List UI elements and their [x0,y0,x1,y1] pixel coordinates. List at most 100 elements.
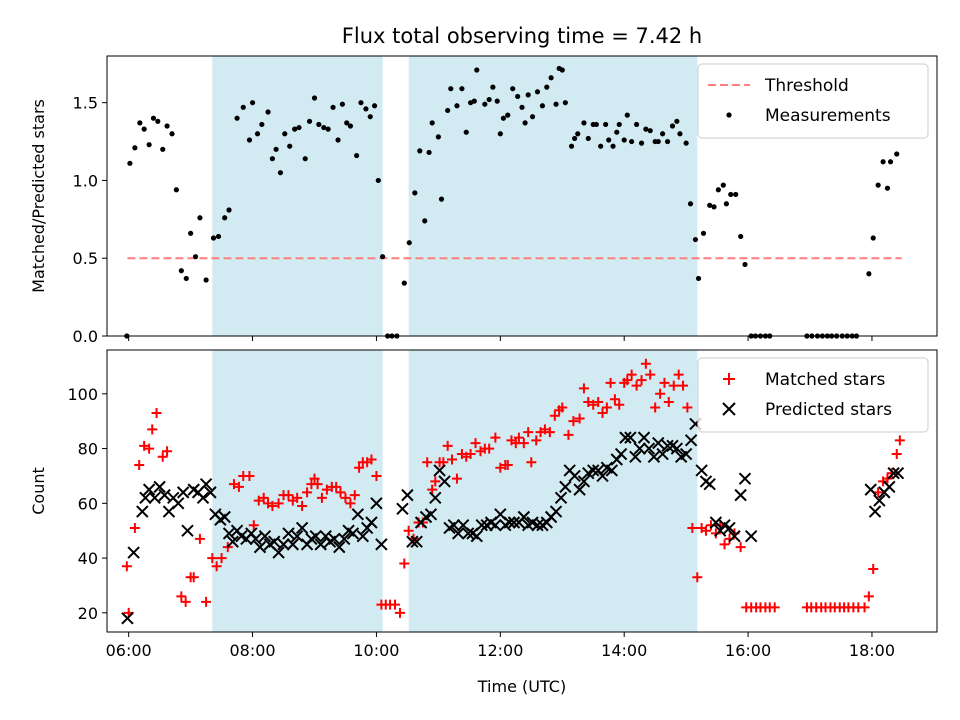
data-point [269,156,275,162]
data-point [557,402,568,413]
legend-marker-swatch [722,402,736,416]
data-point [687,201,694,207]
data-point [650,402,661,413]
data-point [234,115,240,121]
data-point [610,143,616,149]
data-point [233,481,244,492]
data-point [141,126,147,132]
data-point [661,439,674,453]
observing-window-band [408,350,698,632]
data-point [633,121,640,128]
data-point [574,413,585,424]
data-point [616,121,622,128]
data-point [645,369,656,380]
data-point [606,137,612,143]
data-point [629,450,642,463]
x-axis-label: Time (UTC) [477,677,566,696]
data-point [201,596,212,607]
data-point [309,529,322,543]
data-point [172,497,185,510]
data-point [517,510,531,524]
data-point [863,591,874,602]
data-point [624,431,637,444]
legend-box [697,63,929,139]
data-point [248,520,259,531]
data-point [875,182,881,188]
data-point [448,86,454,92]
data-point [470,438,481,449]
data-point [559,480,572,494]
data-point [181,524,194,537]
data-point [222,527,236,540]
data-point [258,492,269,503]
data-point [559,67,565,73]
data-point [363,106,369,112]
data-point [886,468,897,479]
legend-label: Threshold [764,76,849,96]
y-tick-label: 100 [67,385,98,404]
bottom-x-axis-ticks: 06:00 08:00 10:00 12:00 14:00 16:00 18:00 [106,632,895,660]
data-point [719,539,730,550]
data-point [631,380,642,391]
data-point [302,156,308,162]
data-point [394,607,405,618]
data-point [375,177,381,184]
data-point [596,469,609,483]
data-point [401,488,414,502]
data-point [153,480,166,494]
data-point [494,98,500,104]
data-point [211,561,222,572]
data-point [199,477,213,491]
data-point [652,436,665,450]
data-point [176,486,190,499]
data-point [292,126,298,132]
data-point [321,124,327,131]
data-point [636,375,647,386]
data-point [603,121,609,128]
data-point [325,126,331,132]
data-point [121,612,134,625]
data-point [549,505,563,518]
data-point [335,137,341,143]
top-plot-frame [106,55,938,337]
data-point [568,143,575,149]
data-point [614,447,628,461]
data-point [442,440,453,451]
x-tick-label: 06:00 [106,641,152,660]
data-point [500,115,507,121]
data-point [673,369,684,380]
data-point [347,123,354,129]
data-point [370,497,383,510]
data-point [486,96,492,103]
data-point [178,268,184,274]
data-point [683,140,689,146]
data-point [459,86,465,92]
top-y-axis-label: Matched/Predicted stars [29,99,48,293]
data-point [503,516,516,529]
data-point [670,442,684,455]
x-tick-label: 10:00 [353,641,399,660]
data-point [188,572,199,583]
data-point [268,535,281,548]
data-point [354,152,360,159]
data-point [622,375,633,386]
y-tick-label: 0.5 [73,249,98,268]
data-point [296,124,302,131]
data-point [562,100,568,106]
data-point [349,490,360,501]
data-point [465,449,476,460]
bottom-y-axis-ticks: 20 40 60 80 100 [67,385,107,623]
data-point [585,135,591,142]
data-point [412,190,418,196]
data-point [132,145,138,151]
data-point [354,462,365,473]
data-point [422,457,433,468]
observing-windows [212,350,698,632]
data-point [403,525,414,536]
data-point [306,118,313,124]
data-point [522,120,528,126]
data-point [226,207,232,213]
data-point [723,201,730,207]
data-point [265,109,271,115]
data-point [297,501,308,512]
